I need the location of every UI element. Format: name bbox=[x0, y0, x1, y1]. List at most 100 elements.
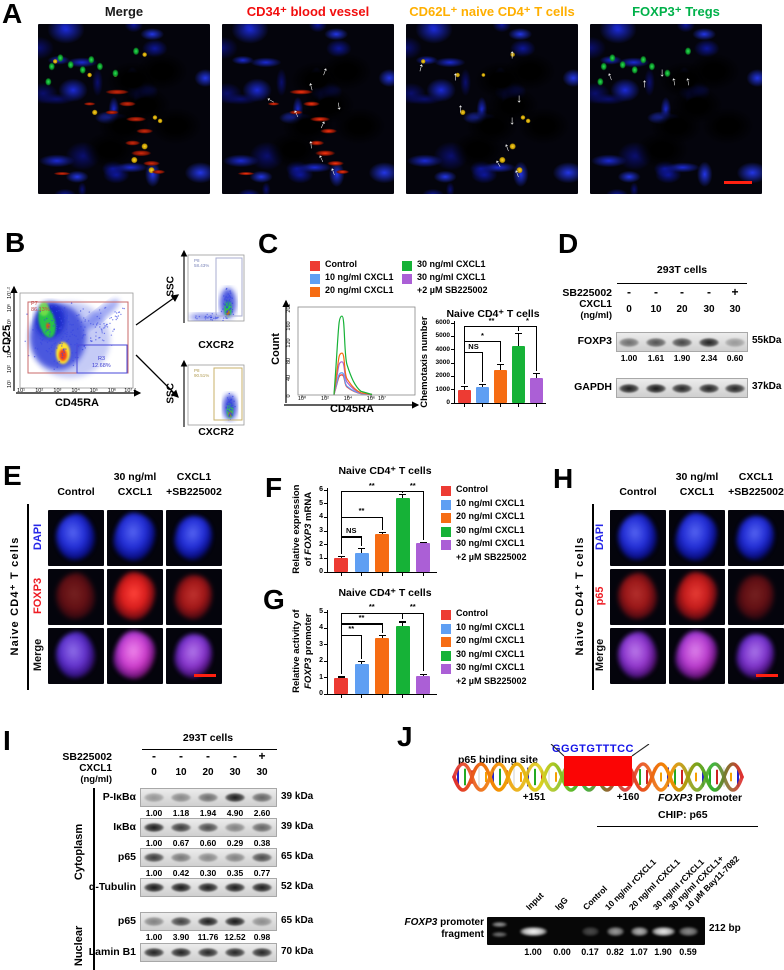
y-tick: 5000 bbox=[435, 332, 450, 340]
arrow-icon bbox=[605, 69, 615, 82]
band-value: 1.94 bbox=[199, 808, 217, 818]
arrow-icon bbox=[335, 100, 343, 113]
tissue-image bbox=[406, 24, 578, 194]
y-tick: 4 bbox=[319, 513, 323, 521]
line bbox=[617, 283, 747, 285]
band-value: 0.30 bbox=[199, 868, 217, 878]
col-header: CXCL1 bbox=[176, 471, 212, 483]
arrow-icon bbox=[316, 151, 327, 164]
line bbox=[340, 612, 342, 675]
band-value: 0.98 bbox=[253, 932, 271, 942]
band-value: 1.00 bbox=[145, 932, 163, 942]
band-value: 0.77 bbox=[253, 868, 271, 878]
kda-label: 52 kDa bbox=[281, 880, 314, 892]
cell-image bbox=[166, 510, 222, 566]
blot-band bbox=[725, 337, 745, 347]
cell-blob bbox=[673, 511, 720, 564]
gel-band bbox=[492, 922, 507, 927]
drug-sign: + bbox=[258, 749, 266, 763]
dose-label: 30 bbox=[703, 304, 715, 315]
line bbox=[327, 694, 437, 696]
sig-label: ** bbox=[358, 506, 365, 516]
kda-label: 39 kDa bbox=[281, 820, 314, 832]
line bbox=[327, 488, 329, 572]
line bbox=[340, 634, 362, 637]
blot-name: α-Tubulin bbox=[88, 880, 136, 893]
bar bbox=[416, 675, 430, 694]
line bbox=[402, 612, 424, 614]
line bbox=[536, 404, 537, 407]
arrow-icon bbox=[684, 75, 692, 88]
line bbox=[533, 373, 540, 375]
blot-band bbox=[699, 383, 719, 393]
cell-blob bbox=[111, 629, 158, 682]
dna-helix bbox=[452, 743, 748, 796]
panel-a-title: CD34⁺ blood vessel bbox=[246, 4, 370, 19]
line bbox=[402, 612, 404, 620]
gel-band bbox=[519, 926, 547, 936]
arrow-icon bbox=[290, 107, 301, 120]
legend-swatch bbox=[310, 287, 320, 297]
tick-label: 10³ bbox=[53, 388, 62, 394]
legend-swatch bbox=[310, 274, 320, 284]
row-label: p65 bbox=[594, 586, 607, 606]
arrow-icon bbox=[512, 166, 522, 179]
histogram-graphic bbox=[268, 295, 420, 427]
legend-label: 10 ng/ml CXCL1 bbox=[325, 272, 394, 282]
line bbox=[361, 573, 362, 576]
j-gel-label-line2: fragment bbox=[441, 929, 484, 940]
blot-band bbox=[198, 948, 218, 957]
dose-label: 30 bbox=[729, 304, 741, 315]
line bbox=[597, 826, 758, 828]
row-label: Merge bbox=[594, 638, 607, 672]
line bbox=[324, 530, 327, 532]
j-pos-left: +151 bbox=[522, 792, 546, 803]
line bbox=[324, 644, 327, 646]
gel-left-label: FOXP3 promoter bbox=[390, 917, 484, 929]
legend-label: +2 µM SB225002 bbox=[456, 551, 527, 562]
panel-f-label: F bbox=[265, 472, 283, 503]
cell-blob bbox=[52, 570, 99, 622]
blot-image bbox=[140, 848, 277, 867]
blot-band bbox=[252, 883, 272, 892]
y-tick: 4 bbox=[319, 624, 323, 632]
line bbox=[464, 385, 465, 390]
lane-value: 1.90 bbox=[654, 947, 672, 957]
legend-label: +2 µM SB225002 bbox=[456, 675, 527, 686]
band-value: 0.60 bbox=[199, 838, 217, 848]
line bbox=[402, 573, 403, 576]
drug-sign: - bbox=[179, 749, 183, 763]
band-value: 1.00 bbox=[145, 808, 163, 818]
line bbox=[378, 635, 386, 637]
line bbox=[451, 349, 454, 351]
cell-blob bbox=[170, 511, 217, 564]
line bbox=[592, 504, 594, 690]
line bbox=[358, 661, 365, 663]
legend-swatch bbox=[402, 274, 412, 284]
legend-swatch bbox=[441, 540, 451, 550]
drug-sign: - bbox=[627, 285, 631, 299]
line bbox=[464, 404, 465, 407]
line bbox=[27, 504, 29, 690]
lane-value: 0.59 bbox=[679, 947, 697, 957]
kda-label: 55kDa bbox=[752, 335, 782, 346]
line bbox=[402, 695, 403, 698]
band-value: 11.76 bbox=[197, 932, 219, 942]
arrow-icon bbox=[458, 102, 464, 114]
line bbox=[422, 573, 424, 576]
cell-blob bbox=[614, 629, 661, 681]
tick-label: 10⁶ bbox=[107, 388, 117, 394]
tick-label: 10¹ bbox=[17, 388, 25, 394]
blot-band bbox=[144, 948, 164, 957]
line bbox=[479, 383, 486, 385]
cell-image bbox=[48, 628, 104, 684]
legend-label: 30 ng/ml CXCL1 bbox=[456, 538, 525, 548]
line bbox=[399, 494, 406, 496]
tick-label: 10² bbox=[35, 388, 44, 394]
promoter-label-part: FOXP3 bbox=[658, 792, 693, 804]
gel-left-label-part: promoter bbox=[437, 917, 484, 928]
line bbox=[500, 341, 502, 362]
blot-band bbox=[252, 917, 272, 926]
panel-a-label: A bbox=[2, 0, 23, 29]
band-value: 1.61 bbox=[647, 353, 665, 363]
